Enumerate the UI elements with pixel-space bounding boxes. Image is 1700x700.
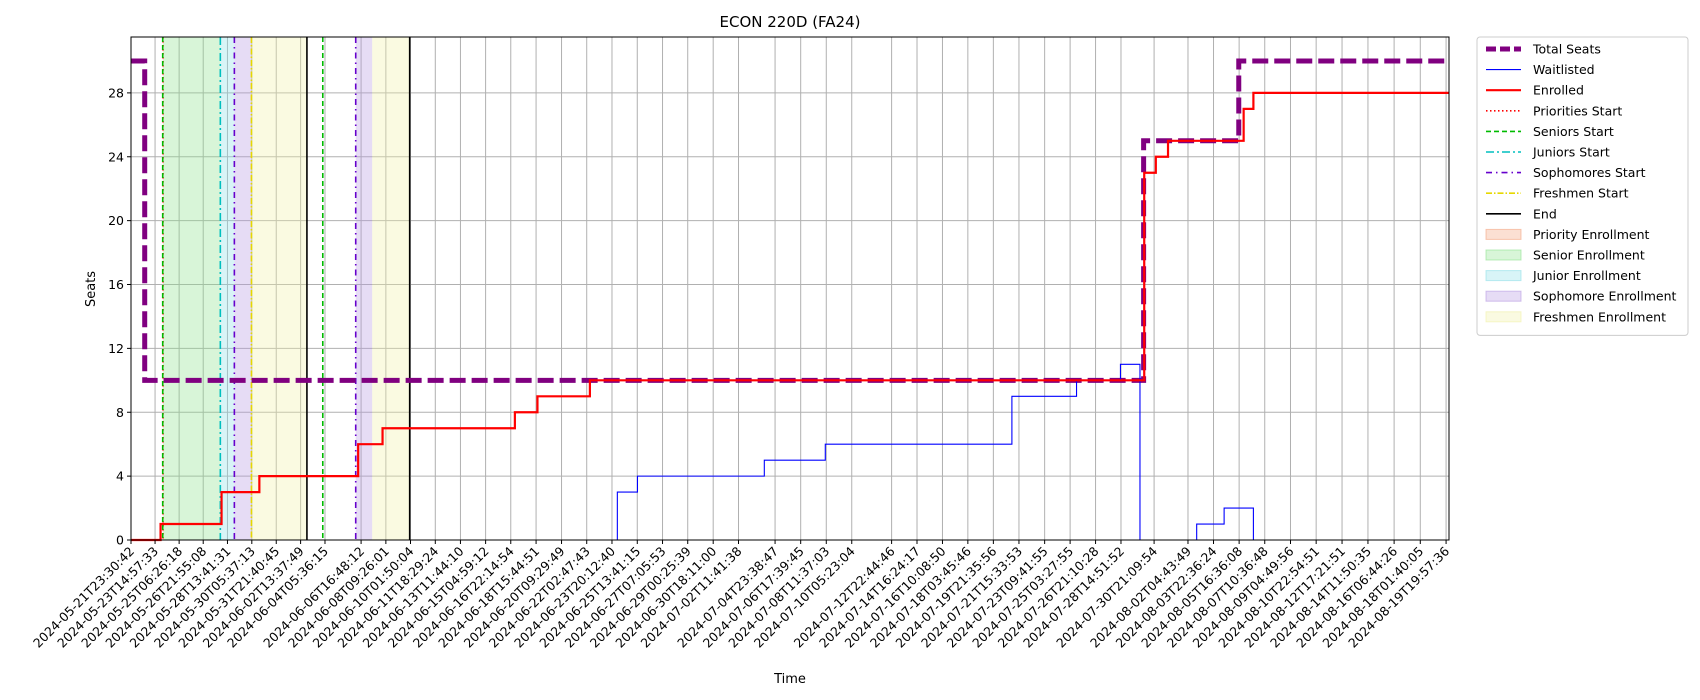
y-tick-label: 8 bbox=[116, 405, 124, 420]
period-band bbox=[355, 37, 373, 540]
legend-label: End bbox=[1533, 206, 1557, 221]
x-axis-label: Time bbox=[773, 672, 806, 687]
y-axis-label: Seats bbox=[84, 271, 99, 307]
legend-box bbox=[1476, 36, 1689, 336]
legend-label: Junior Enrollment bbox=[1532, 268, 1641, 283]
series-line bbox=[131, 58, 1449, 383]
y-tick-label: 28 bbox=[108, 85, 124, 100]
y-tick-label: 4 bbox=[116, 469, 124, 484]
legend-swatch bbox=[1485, 290, 1522, 302]
period-band bbox=[372, 37, 410, 540]
legend-swatch bbox=[1485, 311, 1522, 323]
y-tick-label: 0 bbox=[116, 533, 124, 548]
period-band bbox=[251, 37, 307, 540]
legend-swatch bbox=[1485, 249, 1522, 261]
legend-label: Total Seats bbox=[1532, 42, 1601, 57]
chart-title: ECON 220D (FA24) bbox=[720, 13, 861, 31]
legend-label: Sophomore Enrollment bbox=[1533, 289, 1677, 304]
y-tick-label: 12 bbox=[108, 341, 124, 356]
y-tick-label: 20 bbox=[108, 213, 124, 228]
series-line bbox=[131, 363, 1449, 541]
legend-swatch bbox=[1485, 228, 1522, 240]
legend-label: Enrolled bbox=[1533, 83, 1584, 98]
legend-label: Waitlisted bbox=[1533, 62, 1595, 77]
legend-label: Sophomores Start bbox=[1533, 165, 1646, 180]
legend-swatch bbox=[1485, 270, 1522, 282]
legend-label: Freshmen Start bbox=[1533, 186, 1629, 201]
y-tick-label: 24 bbox=[108, 149, 124, 164]
period-band bbox=[234, 37, 252, 540]
legend-label: Priority Enrollment bbox=[1533, 227, 1650, 242]
legend-label: Senior Enrollment bbox=[1533, 248, 1645, 263]
legend: Total Seats Waitlisted Enrolled Priorities … bbox=[1476, 36, 1689, 336]
legend-label: Freshmen Enrollment bbox=[1533, 309, 1666, 324]
series-line bbox=[131, 91, 1449, 542]
y-tick-label: 16 bbox=[108, 277, 124, 292]
legend-label: Priorities Start bbox=[1533, 103, 1622, 118]
legend-label: Seniors Start bbox=[1533, 124, 1614, 139]
plot-frame bbox=[130, 36, 1450, 541]
legend-label: Juniors Start bbox=[1532, 145, 1610, 160]
period-band bbox=[220, 37, 235, 540]
period-band bbox=[163, 37, 221, 540]
